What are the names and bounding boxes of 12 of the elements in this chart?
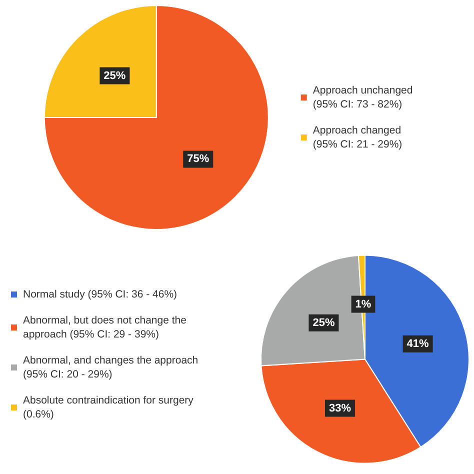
legend-label: Approach changed (95% CI: 21 - 29%) bbox=[312, 124, 404, 150]
legend-label: Approach unchanged (95% CI: 73 - 82%) bbox=[312, 84, 416, 110]
legend-label: Abnormal, but does not change the approach (95% CI: 29 - 39%) bbox=[23, 314, 190, 340]
data-label: 25% bbox=[312, 316, 335, 329]
data-label: 41% bbox=[406, 338, 430, 350]
data-label: 33% bbox=[328, 402, 352, 414]
data-label: 1% bbox=[355, 298, 372, 310]
legend-label: Abnormal, and changes the approach (95% CI: 20 - 29%) bbox=[23, 354, 202, 380]
legend-label: Normal study (95% CI: 36 - 46%) bbox=[23, 288, 178, 300]
data-label: 75% bbox=[187, 153, 210, 166]
legend-label: Absolute contraindication for surgery (0.6%) bbox=[23, 394, 196, 420]
data-label: 25% bbox=[104, 70, 126, 82]
